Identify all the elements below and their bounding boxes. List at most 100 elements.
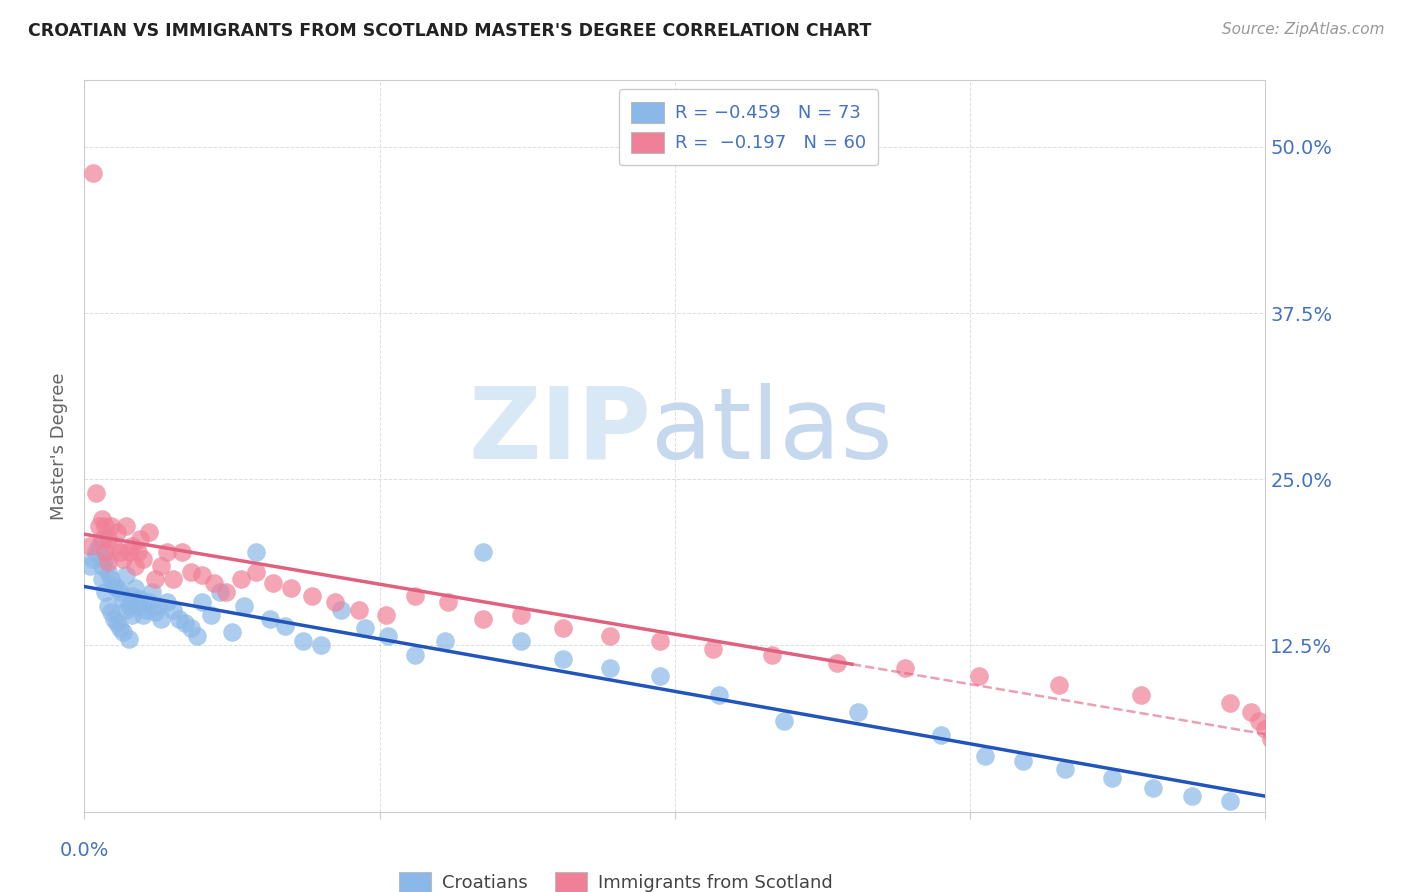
Point: [103, 539, 125, 553]
Point: [510, 634, 533, 648]
Point: [599, 629, 621, 643]
Point: [108, 545, 131, 559]
Point: [202, 576, 225, 591]
Point: [121, 589, 143, 603]
Point: [103, 612, 125, 626]
Point: [138, 594, 160, 608]
Point: [114, 602, 136, 616]
Point: [191, 594, 214, 608]
Text: Source: ZipAtlas.com: Source: ZipAtlas.com: [1222, 22, 1385, 37]
Point: [347, 602, 370, 616]
Point: [150, 612, 173, 626]
Point: [330, 602, 353, 616]
Point: [79, 539, 101, 553]
Point: [1047, 678, 1070, 692]
Point: [91, 558, 114, 573]
Point: [105, 525, 128, 540]
Point: [510, 607, 533, 622]
Point: [374, 607, 396, 622]
Point: [433, 634, 456, 648]
Point: [138, 525, 160, 540]
Point: [82, 166, 104, 180]
Point: [114, 568, 136, 582]
Point: [121, 607, 143, 622]
Point: [108, 621, 131, 635]
Point: [89, 539, 111, 553]
Point: [245, 566, 267, 580]
Point: [97, 599, 120, 613]
Point: [132, 607, 155, 622]
Point: [111, 625, 134, 640]
Point: [129, 591, 152, 606]
Point: [472, 612, 495, 626]
Point: [551, 621, 574, 635]
Point: [118, 599, 141, 613]
Point: [259, 612, 281, 626]
Point: [94, 552, 117, 566]
Point: [1181, 789, 1204, 803]
Point: [105, 615, 128, 630]
Point: [100, 572, 122, 586]
Point: [143, 572, 166, 586]
Point: [472, 545, 495, 559]
Point: [973, 748, 995, 763]
Legend: Croatians, Immigrants from Scotland: Croatians, Immigrants from Scotland: [391, 864, 841, 892]
Point: [1142, 780, 1164, 795]
Point: [929, 728, 952, 742]
Point: [1101, 772, 1123, 786]
Point: [170, 545, 193, 559]
Point: [232, 599, 254, 613]
Point: [111, 552, 134, 566]
Point: [209, 585, 232, 599]
Point: [127, 545, 149, 559]
Point: [105, 582, 128, 596]
Point: [648, 669, 672, 683]
Point: [1249, 714, 1271, 729]
Point: [167, 612, 190, 626]
Point: [1130, 688, 1153, 702]
Point: [648, 634, 672, 648]
Point: [79, 558, 101, 573]
Point: [103, 579, 125, 593]
Point: [162, 602, 184, 616]
Point: [108, 585, 131, 599]
Text: CROATIAN VS IMMIGRANTS FROM SCOTLAND MASTER'S DEGREE CORRELATION CHART: CROATIAN VS IMMIGRANTS FROM SCOTLAND MAS…: [28, 22, 872, 40]
Point: [173, 615, 195, 630]
Point: [135, 602, 157, 616]
Point: [967, 669, 990, 683]
Point: [143, 605, 166, 619]
Point: [404, 648, 426, 662]
Point: [709, 688, 731, 702]
Point: [262, 576, 284, 591]
Point: [599, 661, 621, 675]
Point: [200, 607, 222, 622]
Point: [377, 629, 399, 643]
Point: [94, 518, 117, 533]
Point: [404, 589, 426, 603]
Point: [127, 599, 149, 613]
Point: [323, 594, 347, 608]
Point: [132, 552, 155, 566]
Point: [215, 585, 238, 599]
Point: [1240, 705, 1263, 719]
Point: [191, 568, 214, 582]
Point: [761, 648, 783, 662]
Point: [124, 582, 146, 596]
Point: [118, 632, 141, 646]
Point: [1012, 754, 1035, 768]
Point: [1219, 794, 1241, 808]
Point: [1270, 740, 1292, 755]
Point: [121, 539, 143, 553]
Point: [91, 572, 114, 586]
Point: [100, 605, 122, 619]
Point: [89, 518, 111, 533]
Point: [551, 652, 574, 666]
Point: [1260, 731, 1282, 746]
Point: [436, 594, 458, 608]
Point: [301, 589, 323, 603]
Point: [702, 642, 724, 657]
Point: [1053, 762, 1076, 776]
Point: [84, 545, 107, 559]
Point: [291, 634, 314, 648]
Point: [148, 599, 170, 613]
